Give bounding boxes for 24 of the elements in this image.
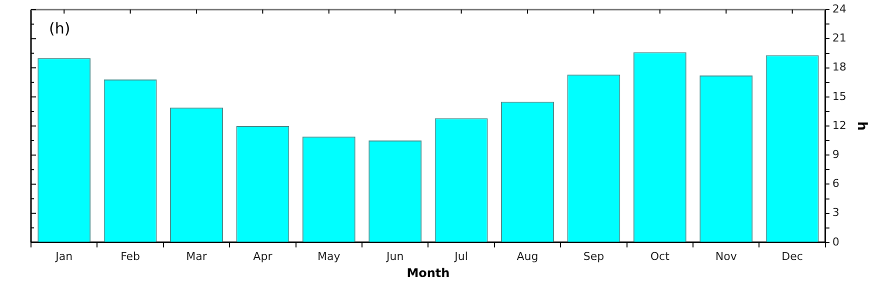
y-tick-label: 0 — [832, 235, 840, 248]
y-tick-label: 24 — [832, 2, 846, 16]
annotation: (h) — [49, 19, 70, 38]
x-tick-label: Aug — [516, 250, 538, 263]
y-tick-label: 9 — [832, 148, 840, 161]
x-tick-label: Jun — [386, 250, 404, 263]
y-tick-label: 21 — [832, 32, 846, 45]
x-tick-label: Jul — [454, 250, 468, 263]
x-tick-label: Dec — [782, 250, 803, 263]
x-tick-label: Apr — [253, 250, 273, 263]
y-tick-label: 3 — [832, 206, 840, 220]
x-tick-label: Oct — [650, 250, 670, 263]
y-axis-title: h — [854, 121, 869, 131]
x-tick-label: Feb — [120, 250, 140, 263]
y-tick-label: 6 — [832, 177, 840, 190]
x-tick-label: May — [318, 250, 341, 263]
y-tick-label: 18 — [832, 60, 846, 74]
x-tick-label: Nov — [715, 250, 738, 263]
x-tick-label: Sep — [583, 250, 604, 263]
y-tick-label: 12 — [832, 118, 846, 132]
x-tick-label: Mar — [186, 250, 208, 263]
x-tick-label: Jan — [54, 250, 73, 263]
x-axis-title: Month — [406, 266, 450, 280]
y-tick-label: 15 — [832, 90, 846, 103]
